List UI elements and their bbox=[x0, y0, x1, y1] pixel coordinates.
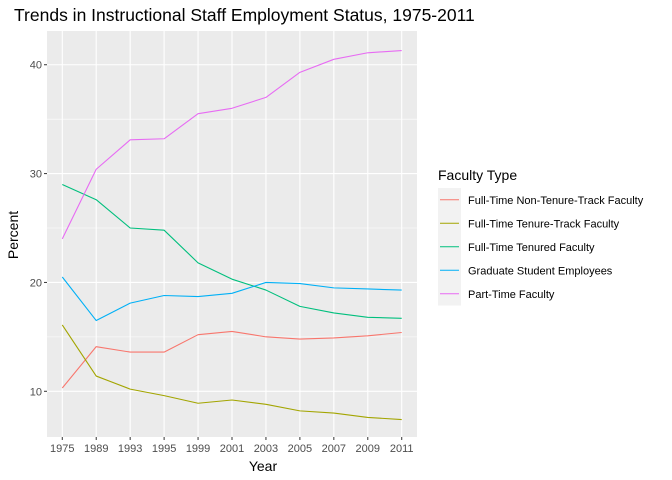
x-tick-label: 1989 bbox=[84, 443, 108, 455]
legend-label: Full-Time Non-Tenure-Track Faculty bbox=[468, 195, 644, 207]
x-axis: 1975 1989 1993 1995 1999 2001 2003 2005 2007 2009… bbox=[50, 437, 414, 455]
x-tick-label: 2001 bbox=[220, 443, 244, 455]
legend-label: Part-Time Faculty bbox=[468, 289, 555, 301]
y-axis: 10 20 30 40 bbox=[30, 60, 47, 398]
x-tick-label: 2005 bbox=[288, 443, 312, 455]
x-tick-label: 1975 bbox=[50, 443, 74, 455]
legend-label: Full-Time Tenure-Track Faculty bbox=[468, 218, 620, 230]
y-tick-label: 20 bbox=[30, 277, 42, 289]
y-axis-title: Percent bbox=[5, 211, 21, 259]
x-tick-label: 1999 bbox=[186, 443, 210, 455]
series-line bbox=[61, 330, 402, 389]
series-line bbox=[62, 183, 402, 319]
x-tick-label: 2003 bbox=[254, 443, 278, 455]
y-tick-label: 40 bbox=[30, 60, 42, 72]
x-tick-label: 2009 bbox=[356, 443, 380, 455]
series-lines bbox=[61, 50, 402, 421]
x-tick-label: 1993 bbox=[118, 443, 142, 455]
x-tick-label: 2011 bbox=[390, 443, 414, 455]
major-gridlines bbox=[47, 31, 417, 437]
chart-title: Trends in Instructional Staff Employment… bbox=[14, 5, 475, 25]
x-tick-label: 1995 bbox=[152, 443, 176, 455]
y-tick-label: 10 bbox=[30, 386, 42, 398]
legend-label: Full-Time Tenured Faculty bbox=[468, 242, 595, 254]
legend-label: Graduate Student Employees bbox=[468, 265, 613, 277]
series-line bbox=[61, 50, 402, 240]
x-axis-title: Year bbox=[249, 458, 278, 474]
legend: Faculty Type Full-Time Non-Tenure-Track … bbox=[438, 167, 644, 306]
series-line bbox=[61, 276, 402, 322]
legend-title: Faculty Type bbox=[438, 167, 517, 183]
series-line bbox=[61, 324, 402, 421]
x-tick-label: 2007 bbox=[322, 443, 346, 455]
y-tick-label: 30 bbox=[30, 169, 42, 181]
legend-items: Full-Time Non-Tenure-Track Faculty Full-T… bbox=[438, 188, 644, 306]
